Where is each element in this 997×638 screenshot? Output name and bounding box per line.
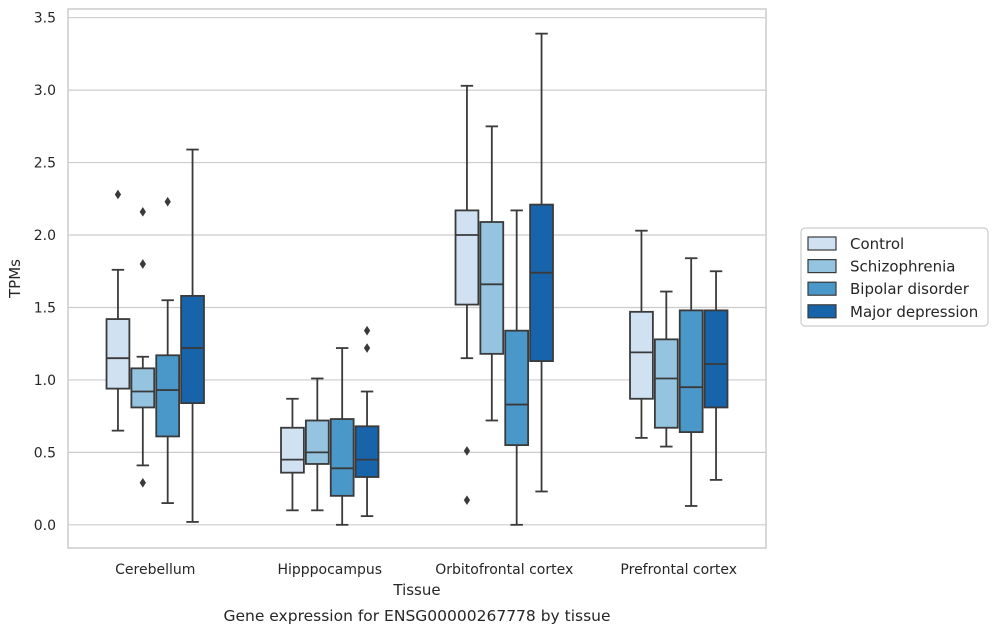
outlier-point: [164, 196, 171, 207]
box-plots: [105, 32, 729, 526]
y-tick-label: 1.5: [34, 300, 56, 316]
box-plot: [304, 377, 330, 512]
y-tick-label: 2.5: [34, 156, 56, 172]
y-tick-label: 0.5: [34, 445, 56, 461]
box-iqr: [703, 309, 729, 409]
box-iqr: [629, 310, 654, 400]
legend: Control Schizophrenia Bipolar disorder Majo…: [800, 227, 989, 327]
legend-swatch: [807, 304, 837, 319]
box-plot: [280, 397, 305, 512]
box-iqr: [504, 329, 530, 447]
box-iqr: [529, 203, 554, 362]
box-iqr: [653, 338, 679, 429]
box-plot: [354, 325, 380, 518]
legend-frame: [800, 227, 989, 327]
box-plot: [703, 270, 729, 481]
outlier-point: [139, 477, 146, 488]
box-plot: [155, 196, 181, 504]
box-iqr: [678, 309, 704, 433]
y-tick-label: 3.0: [34, 83, 56, 99]
y-axis-label: TPMs: [6, 259, 24, 299]
outlier-point: [139, 259, 146, 269]
y-tick-label: 0.0: [34, 518, 56, 534]
x-tick-label: Hipppocampus: [277, 562, 382, 578]
box-iqr: [329, 418, 355, 497]
outlier-point: [363, 343, 371, 353]
y-tick-label: 3.5: [34, 11, 56, 27]
outlier-point: [363, 325, 371, 336]
box-iqr: [354, 425, 380, 478]
box-iqr: [105, 318, 131, 390]
box-iqr: [280, 426, 305, 474]
plot-frame: [67, 8, 767, 549]
x-tick-label: Cerebellum: [115, 562, 195, 578]
box-plot: [329, 347, 355, 526]
legend-label: Control: [850, 235, 904, 253]
outlier-point: [463, 495, 471, 506]
box-plot: [653, 290, 679, 448]
box-plot: [504, 209, 530, 526]
box-iqr: [130, 367, 156, 409]
y-tick-label: 2.0: [34, 228, 56, 244]
box-plot: [454, 84, 480, 506]
box-plot: [130, 207, 156, 488]
box-iqr: [180, 294, 205, 405]
box-plot: [479, 125, 505, 422]
box-iqr: [304, 419, 330, 465]
x-tick-label: Prefrontal cortex: [620, 562, 737, 578]
outlier-point: [463, 446, 471, 456]
box-plot: [105, 189, 131, 432]
x-tick-label: Orbitofrontal cortex: [435, 562, 573, 578]
y-tick-label: 1.0: [34, 373, 56, 389]
box-plot: [529, 32, 554, 493]
legend-swatch: [807, 281, 837, 296]
legend-label: Bipolar disorder: [850, 280, 970, 298]
box-iqr: [454, 209, 480, 306]
outlier-point: [139, 207, 146, 217]
box-plot: [629, 229, 654, 439]
legend-swatch: [807, 236, 837, 251]
box-plot: [678, 257, 704, 507]
grid-lines: [68, 17, 766, 526]
y-tick-labels: 0.0 0.5 1.0 1.5 2.0 2.5 3.0 3.5: [34, 11, 56, 534]
outlier-point: [114, 189, 122, 200]
x-axis-label: Tissue: [392, 581, 440, 599]
x-tick-labels: Cerebellum Hipppocampus Orbitofrontal cort…: [115, 562, 737, 578]
legend-label: Major depression: [850, 303, 978, 321]
legend-swatch: [807, 259, 837, 274]
legend-label: Schizophrenia: [850, 258, 955, 276]
box-plot: [180, 148, 205, 523]
chart-caption: Gene expression for ENSG00000267778 by t…: [223, 607, 610, 625]
box-iqr: [155, 354, 181, 438]
box-iqr: [479, 221, 505, 355]
